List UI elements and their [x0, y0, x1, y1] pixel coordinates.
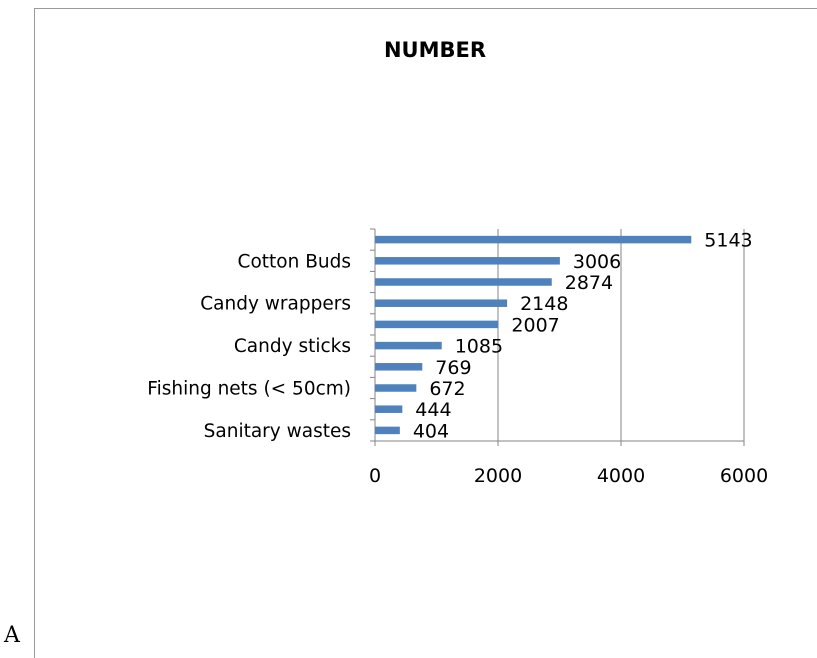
category-label: Cotton Buds [238, 251, 351, 272]
x-tick-label: 2000 [474, 465, 522, 487]
bar-value-label: 3006 [573, 251, 621, 273]
bar-value-label: 2007 [511, 314, 559, 336]
bar-value-label: 404 [413, 420, 449, 442]
category-label: Fishing nets (< 50cm) [147, 379, 351, 400]
bar-value-label: 769 [435, 357, 471, 379]
bar [375, 320, 499, 329]
bar [375, 257, 560, 265]
bar [375, 363, 423, 371]
bar-value-label: 2148 [520, 293, 568, 315]
bar [375, 341, 442, 350]
bar-value-label: 444 [415, 399, 451, 421]
bar [375, 405, 403, 413]
x-tick-label: 6000 [720, 465, 768, 487]
bar-value-label: 2874 [565, 272, 613, 294]
category-label: Candy sticks [234, 336, 351, 357]
bar-value-label: 1085 [455, 336, 503, 358]
bar-value-label: 5143 [704, 230, 752, 252]
bar [375, 235, 692, 244]
x-tick-label: 0 [369, 465, 381, 487]
category-label: Candy wrappers [200, 294, 351, 315]
bar [375, 384, 417, 392]
figure-caption: A [4, 623, 20, 648]
bar [375, 426, 400, 435]
chart-frame [34, 8, 817, 658]
bar-value-label: 672 [429, 378, 465, 400]
x-tick-label: 4000 [597, 465, 645, 487]
bar [375, 299, 508, 307]
category-label: Sanitary wastes [204, 421, 351, 442]
chart-title: NUMBER [384, 38, 486, 62]
bar [375, 278, 552, 286]
